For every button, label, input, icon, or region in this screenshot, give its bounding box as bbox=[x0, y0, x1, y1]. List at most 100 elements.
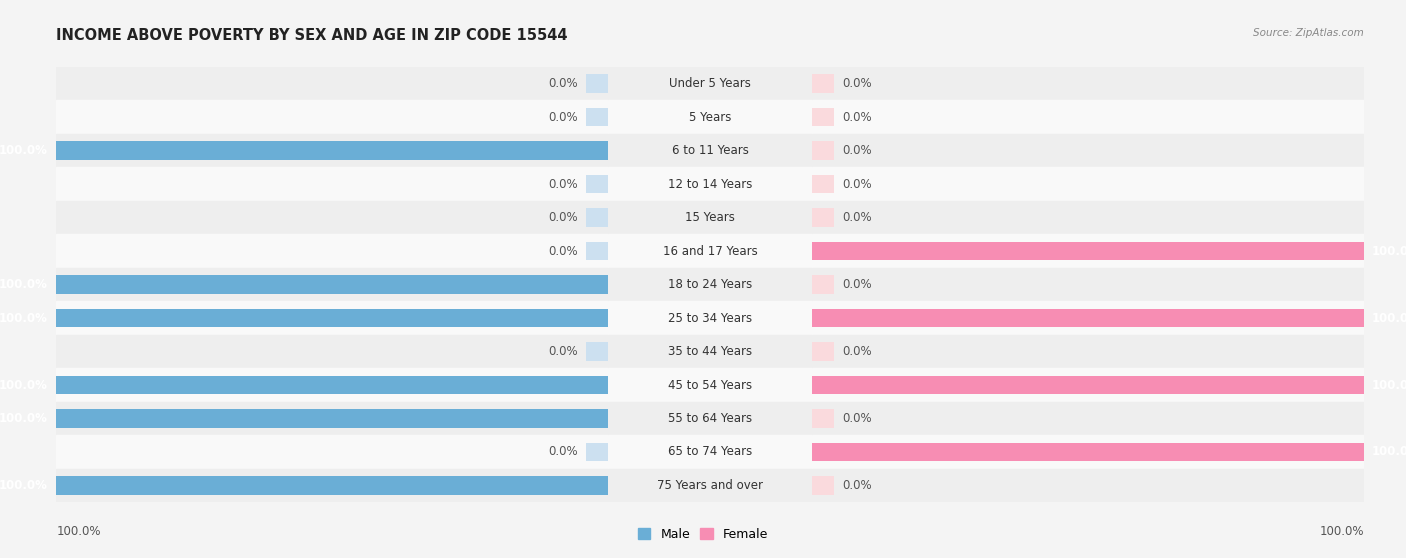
Text: 100.0%: 100.0% bbox=[0, 378, 48, 392]
Text: 65 to 74 Years: 65 to 74 Years bbox=[668, 445, 752, 459]
Text: 0.0%: 0.0% bbox=[842, 177, 872, 191]
Text: 0.0%: 0.0% bbox=[842, 412, 872, 425]
Bar bbox=[811, 410, 834, 427]
Text: 0.0%: 0.0% bbox=[548, 345, 578, 358]
Bar bbox=[56, 376, 609, 394]
Bar bbox=[56, 309, 609, 327]
Bar bbox=[586, 443, 609, 461]
Bar bbox=[56, 100, 609, 134]
Text: 55 to 64 Years: 55 to 64 Years bbox=[668, 412, 752, 425]
Bar bbox=[56, 167, 609, 201]
Bar bbox=[56, 141, 609, 160]
Bar bbox=[811, 402, 1364, 435]
Text: 100.0%: 100.0% bbox=[1372, 244, 1406, 258]
Text: 5 Years: 5 Years bbox=[689, 110, 731, 124]
Bar bbox=[609, 402, 811, 435]
Bar bbox=[56, 410, 609, 427]
Bar bbox=[586, 108, 609, 126]
Text: 100.0%: 100.0% bbox=[0, 311, 48, 325]
Bar bbox=[609, 435, 811, 469]
Bar bbox=[811, 301, 1364, 335]
Text: 6 to 11 Years: 6 to 11 Years bbox=[672, 144, 748, 157]
Text: 0.0%: 0.0% bbox=[842, 77, 872, 90]
Text: 0.0%: 0.0% bbox=[548, 77, 578, 90]
Text: 0.0%: 0.0% bbox=[548, 177, 578, 191]
Bar bbox=[609, 368, 811, 402]
Text: 0.0%: 0.0% bbox=[842, 211, 872, 224]
Text: 100.0%: 100.0% bbox=[1319, 525, 1364, 537]
Text: Source: ZipAtlas.com: Source: ZipAtlas.com bbox=[1253, 28, 1364, 38]
Bar bbox=[56, 402, 609, 435]
Bar bbox=[609, 100, 811, 134]
Bar bbox=[811, 234, 1364, 268]
Text: 75 Years and over: 75 Years and over bbox=[657, 479, 763, 492]
Text: 0.0%: 0.0% bbox=[842, 278, 872, 291]
Bar bbox=[811, 242, 1364, 260]
Bar bbox=[811, 477, 834, 495]
Bar bbox=[586, 208, 609, 227]
Bar bbox=[811, 376, 1364, 394]
Bar bbox=[586, 175, 609, 193]
Bar bbox=[56, 234, 609, 268]
Legend: Male, Female: Male, Female bbox=[633, 523, 773, 546]
Text: 45 to 54 Years: 45 to 54 Years bbox=[668, 378, 752, 392]
Text: 16 and 17 Years: 16 and 17 Years bbox=[662, 244, 758, 258]
Text: 18 to 24 Years: 18 to 24 Years bbox=[668, 278, 752, 291]
Bar bbox=[56, 469, 609, 502]
Bar bbox=[586, 242, 609, 260]
Bar bbox=[56, 301, 609, 335]
Text: 35 to 44 Years: 35 to 44 Years bbox=[668, 345, 752, 358]
Bar bbox=[811, 167, 1364, 201]
Bar bbox=[56, 435, 609, 469]
Bar bbox=[56, 268, 609, 301]
Bar bbox=[56, 67, 609, 100]
Bar bbox=[811, 268, 1364, 301]
Text: 100.0%: 100.0% bbox=[0, 479, 48, 492]
Bar bbox=[609, 234, 811, 268]
Text: 100.0%: 100.0% bbox=[1372, 378, 1406, 392]
Bar bbox=[811, 175, 834, 193]
Text: 100.0%: 100.0% bbox=[0, 412, 48, 425]
Bar bbox=[811, 435, 1364, 469]
Text: 0.0%: 0.0% bbox=[842, 345, 872, 358]
Bar bbox=[56, 201, 609, 234]
Text: 100.0%: 100.0% bbox=[0, 278, 48, 291]
Bar bbox=[811, 100, 1364, 134]
Bar bbox=[56, 134, 609, 167]
Text: INCOME ABOVE POVERTY BY SEX AND AGE IN ZIP CODE 15544: INCOME ABOVE POVERTY BY SEX AND AGE IN Z… bbox=[56, 28, 568, 43]
Bar bbox=[811, 74, 834, 93]
Text: 25 to 34 Years: 25 to 34 Years bbox=[668, 311, 752, 325]
Text: 15 Years: 15 Years bbox=[685, 211, 735, 224]
Bar bbox=[609, 167, 811, 201]
Bar bbox=[811, 134, 1364, 167]
Bar bbox=[609, 301, 811, 335]
Text: 0.0%: 0.0% bbox=[548, 110, 578, 124]
Bar bbox=[811, 141, 834, 160]
Text: 0.0%: 0.0% bbox=[548, 445, 578, 459]
Bar bbox=[811, 342, 834, 360]
Text: 100.0%: 100.0% bbox=[1372, 311, 1406, 325]
Bar bbox=[811, 335, 1364, 368]
Bar bbox=[609, 201, 811, 234]
Text: 0.0%: 0.0% bbox=[548, 244, 578, 258]
Bar bbox=[811, 67, 1364, 100]
Text: 100.0%: 100.0% bbox=[56, 525, 101, 537]
Text: Under 5 Years: Under 5 Years bbox=[669, 77, 751, 90]
Bar bbox=[811, 443, 1364, 461]
Bar bbox=[56, 368, 609, 402]
Bar bbox=[811, 208, 834, 227]
Bar bbox=[811, 368, 1364, 402]
Bar bbox=[811, 108, 834, 126]
Text: 12 to 14 Years: 12 to 14 Years bbox=[668, 177, 752, 191]
Bar bbox=[609, 134, 811, 167]
Bar bbox=[609, 469, 811, 502]
Text: 0.0%: 0.0% bbox=[842, 144, 872, 157]
Bar bbox=[56, 276, 609, 294]
Bar bbox=[811, 469, 1364, 502]
Bar bbox=[586, 342, 609, 360]
Text: 100.0%: 100.0% bbox=[1372, 445, 1406, 459]
Bar bbox=[811, 276, 834, 294]
Bar bbox=[56, 477, 609, 495]
Text: 0.0%: 0.0% bbox=[842, 110, 872, 124]
Bar bbox=[811, 309, 1364, 327]
